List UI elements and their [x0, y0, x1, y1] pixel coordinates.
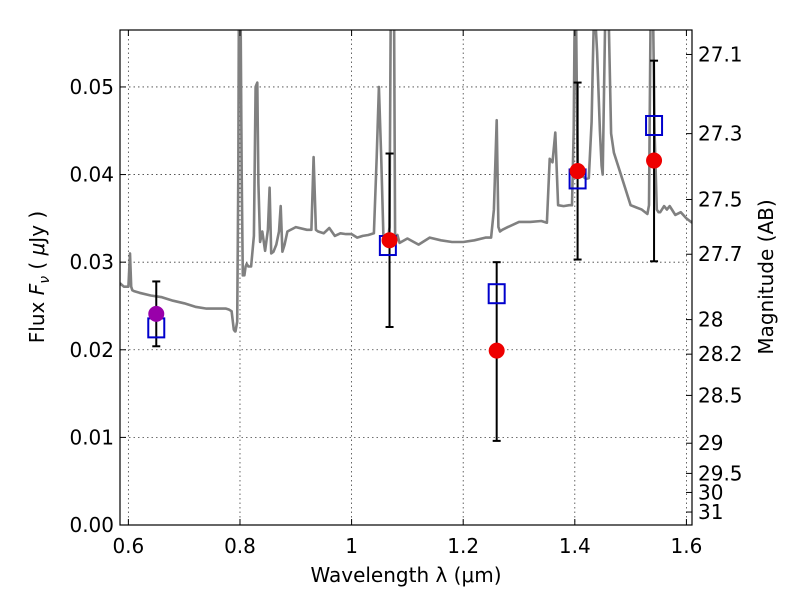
- square-marker: [487, 283, 506, 305]
- circle-marker: [148, 305, 165, 322]
- y2-tick-label: 27.1: [698, 42, 743, 66]
- plot-frame: [119, 29, 693, 526]
- y-tick-label: 0.03: [69, 250, 114, 274]
- y-tick-label: 0.01: [69, 425, 114, 449]
- y2-tick-label: 28: [698, 308, 723, 332]
- y2-tick-label: 30: [698, 480, 723, 504]
- y-tick-label: 0.00: [69, 513, 114, 537]
- x-axis-label: Wavelength λ (μm): [310, 563, 501, 587]
- plot-background: [120, 30, 692, 525]
- circle-marker: [488, 342, 505, 359]
- y-axis-label: Flux Fν ( μJy ): [25, 211, 53, 343]
- x-tick-label: 0.6: [112, 534, 144, 558]
- x-tick-label: 0.8: [224, 534, 256, 558]
- x-tick-label: 1: [345, 534, 358, 558]
- y-tick-label: 0.05: [69, 75, 114, 99]
- x-tick-label: 1.6: [671, 534, 703, 558]
- circle-marker: [381, 232, 398, 249]
- square-marker: [645, 114, 664, 136]
- y2-tick-label: 27.7: [698, 242, 743, 266]
- circle-marker: [646, 152, 663, 169]
- circle-marker: [569, 163, 586, 180]
- y2-tick-label: 31: [698, 500, 723, 524]
- axis-ticks: 0.6 0.8 1 1.2 1.4 1.6 0.00 0.01 0.02 0.03 0.04 0.05…: [69, 30, 743, 558]
- y-tick-label: 0.02: [69, 338, 114, 362]
- x-tick-label: 1.4: [559, 534, 591, 558]
- y2-tick-label: 28.2: [698, 342, 743, 366]
- x-tick-label: 1.2: [447, 534, 479, 558]
- y2-axis-label: Magnitude (AB): [754, 199, 778, 354]
- grid-lines: [120, 30, 692, 525]
- y-tick-label: 0.04: [69, 163, 114, 187]
- y2-tick-label: 27.3: [698, 122, 743, 146]
- y2-tick-label: 28.5: [698, 383, 743, 407]
- y2-tick-label: 29: [698, 431, 723, 455]
- circle-marker-layer: [148, 152, 663, 359]
- y2-tick-label: 27.5: [698, 187, 743, 211]
- y2-tick-label: 29.5: [698, 461, 743, 485]
